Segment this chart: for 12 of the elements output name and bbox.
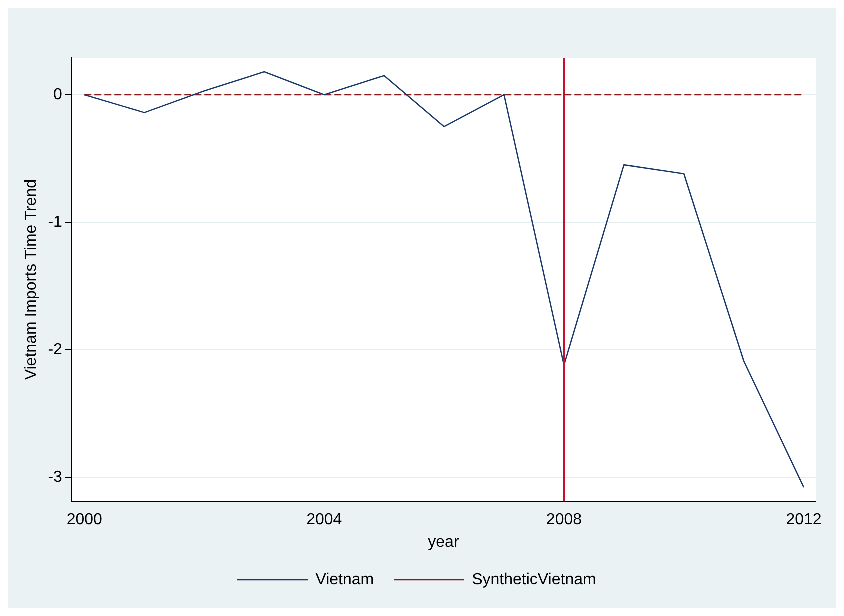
x-tick-label: 2008 (546, 512, 582, 529)
legend-label: SyntheticVietnam (472, 571, 596, 588)
x-tick-label: 2012 (786, 512, 822, 529)
x-tick-label: 2004 (306, 512, 342, 529)
y-tick-label: 0 (54, 86, 63, 104)
x-tick-label: 2000 (66, 512, 103, 529)
x-axis-title: year (428, 534, 460, 551)
legend-label: Vietnam (316, 571, 374, 588)
y-axis-title: Vietnam Imports Time Trend (23, 179, 40, 380)
y-tick-label: -2 (48, 341, 63, 358)
y-tick-label: -3 (48, 468, 63, 486)
y-tick-label: -1 (48, 214, 63, 231)
